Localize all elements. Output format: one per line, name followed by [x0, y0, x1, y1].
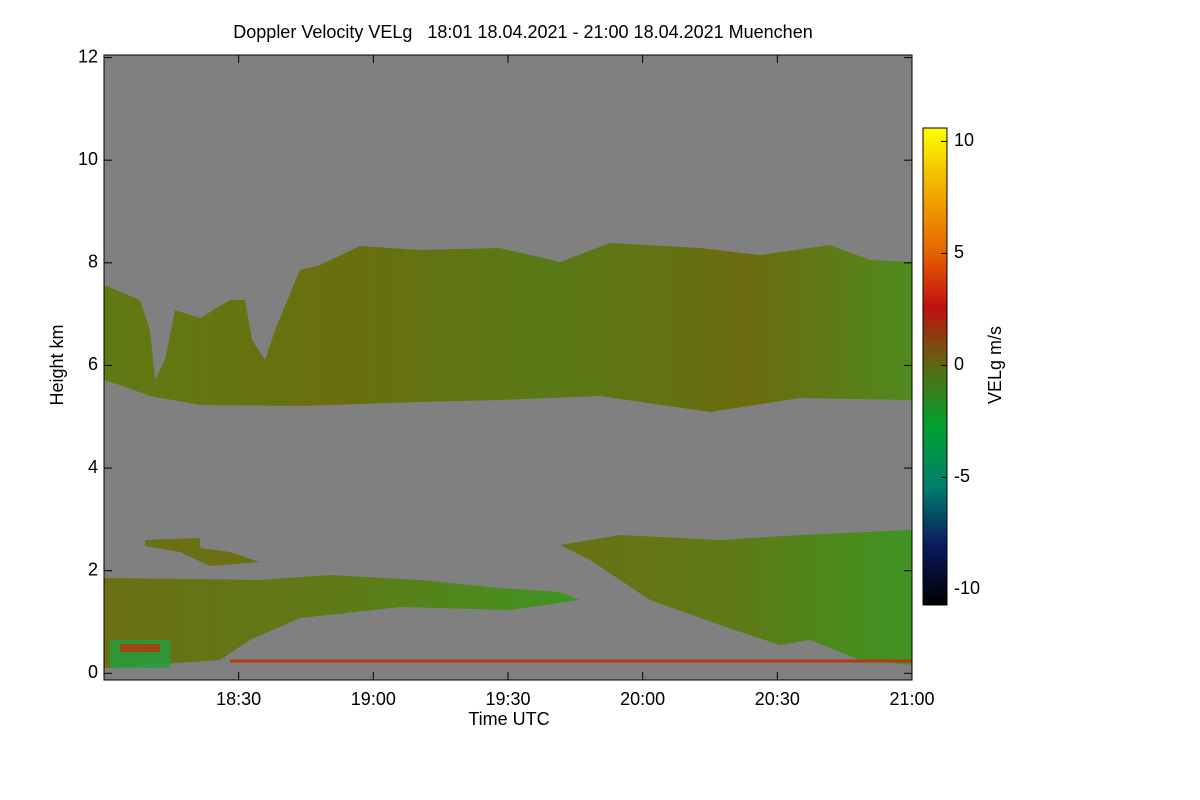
x-tick-label: 19:30 — [485, 689, 530, 709]
x-tick-label: 20:30 — [755, 689, 800, 709]
colorbar-tick-label: -10 — [954, 578, 980, 598]
x-axis-label: Time UTC — [468, 709, 549, 729]
colorbar-label: VELg m/s — [985, 326, 1005, 404]
y-tick-label: 2 — [88, 559, 98, 579]
colorbar — [922, 127, 948, 606]
x-tick-label: 21:00 — [889, 689, 934, 709]
colorbar-tick-label: 5 — [954, 242, 964, 262]
y-tick-label: 4 — [88, 457, 98, 477]
upper-fragment — [145, 538, 260, 566]
y-tick-label: 6 — [88, 354, 98, 374]
y-tick-label: 8 — [88, 252, 98, 272]
y-tick-label: 0 — [88, 662, 98, 682]
y-axis-label: Height km — [47, 324, 67, 405]
colorbar-tick-label: 10 — [954, 130, 974, 150]
lower-cloud-layer-right — [560, 530, 912, 665]
lower-cloud-layer-left — [104, 575, 580, 668]
colorbar-tick-label: -5 — [954, 466, 970, 486]
upper-cloud-layer — [104, 243, 912, 412]
x-tick-label: 18:30 — [216, 689, 261, 709]
y-tick-label: 10 — [78, 149, 98, 169]
x-tick-label: 19:00 — [351, 689, 396, 709]
y-tick-label: 12 — [78, 46, 98, 66]
plot-area — [103, 54, 913, 681]
near-ground-echo — [120, 644, 160, 652]
chart-title: Doppler Velocity VELg 18:01 18.04.2021 -… — [233, 22, 812, 42]
axes: 18:30 19:00 19:30 20:00 20:30 21:00 0 2 4 6 8 10 12 — [78, 46, 935, 708]
x-tick-label: 20:00 — [620, 689, 665, 709]
colorbar-tick-label: 0 — [954, 354, 964, 374]
